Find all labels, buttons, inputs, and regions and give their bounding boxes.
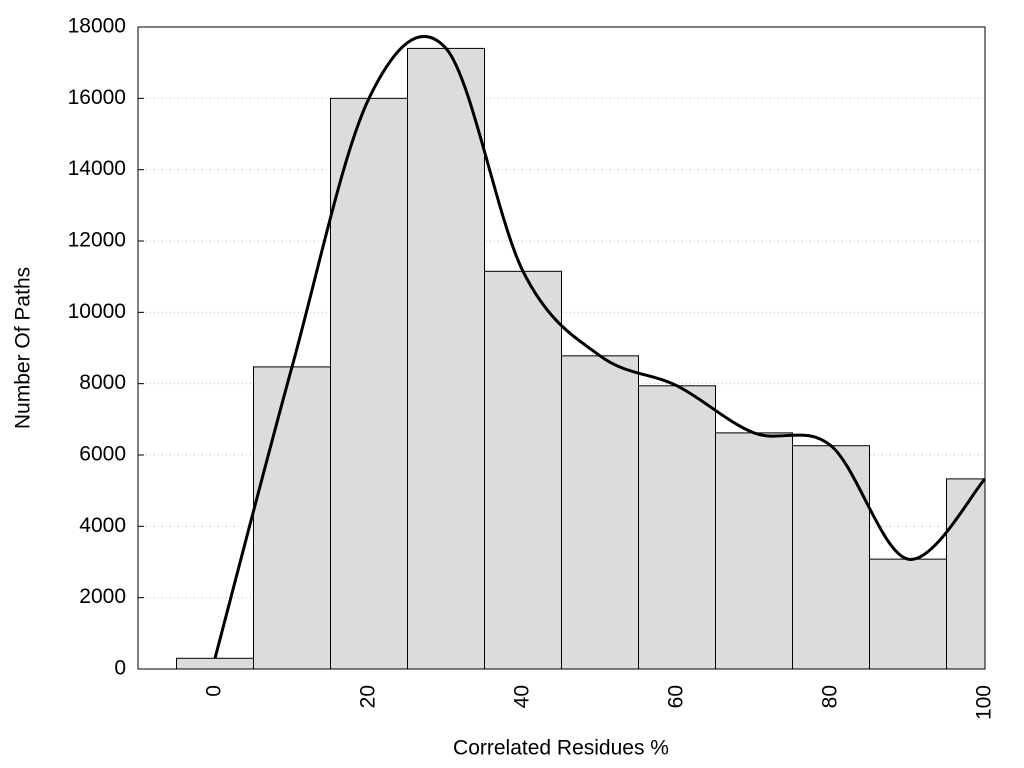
y-tick-label: 16000: [68, 86, 126, 109]
y-tick-label: 12000: [68, 229, 126, 252]
bar: [638, 385, 716, 669]
x-tick-label: 100: [973, 685, 996, 720]
bar: [869, 558, 947, 669]
bar: [330, 97, 408, 669]
y-tick-label: 6000: [79, 443, 126, 466]
y-tick-label: 18000: [68, 15, 126, 38]
bar: [715, 432, 793, 669]
x-tick-label: 80: [819, 685, 842, 708]
y-tick-label: 4000: [79, 514, 126, 537]
x-axis-label: Correlated Residues %: [453, 737, 669, 760]
bar: [484, 270, 562, 669]
bar: [407, 47, 485, 669]
x-tick-label: 20: [357, 685, 380, 708]
plot-frame: [137, 26, 986, 670]
y-tick-label: 8000: [79, 371, 126, 394]
x-tick-label: 0: [203, 685, 226, 697]
x-tick-label: 60: [665, 685, 688, 708]
bar: [792, 445, 870, 669]
bar: [253, 366, 331, 669]
y-tick-label: 2000: [79, 585, 126, 608]
y-tick-label: 0: [114, 657, 126, 680]
density-line: [213, 35, 985, 659]
plot-area: [176, 35, 985, 669]
bar: [561, 355, 639, 669]
x-tick-label: 40: [511, 685, 534, 708]
y-axis-label: Number Of Paths: [12, 267, 35, 429]
y-tick-label: 14000: [68, 157, 126, 180]
bar: [946, 478, 985, 669]
bar: [176, 657, 254, 669]
y-tick-label: 10000: [68, 300, 126, 323]
